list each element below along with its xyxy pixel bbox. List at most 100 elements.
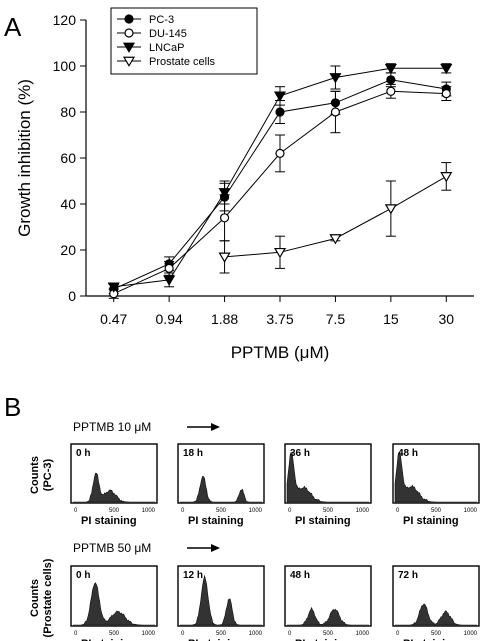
axis-tick-label: 0 — [288, 508, 292, 514]
histogram-frame — [392, 565, 480, 627]
axis-tick-label: 0 — [396, 631, 400, 637]
time-arrow-head — [211, 423, 220, 431]
axis-tick-label: 500 — [109, 508, 120, 514]
histogram-frame — [177, 443, 265, 504]
x-tick-label: 1.88 — [211, 311, 238, 327]
time-point-label: 36 h — [290, 448, 310, 459]
legend: PC-3 DU-145 LNCaP Prostate cells — [110, 7, 258, 75]
pi-staining-label: PI staining — [188, 515, 244, 527]
axis-tick-label: 1000 — [142, 631, 156, 637]
series-line — [224, 175, 447, 258]
axis-tick-label: 500 — [431, 508, 442, 514]
axis-tick-label: 500 — [323, 631, 334, 637]
growth-inhibition-chart: 0 20 40 60 80 100 120 0.47 0.94 1.88 3.75 7.5 15 30 Gr… — [15, 7, 474, 362]
data-point — [275, 107, 285, 117]
treatment-label: PPTMB 50 μM — [73, 541, 151, 555]
data-point — [386, 86, 396, 96]
legend-item: DU-145 — [117, 28, 187, 40]
pi-staining-label: PI staining — [81, 515, 137, 527]
axis-tick-label: 1000 — [356, 631, 370, 637]
legend-label: LNCaP — [149, 42, 184, 54]
legend-box — [110, 7, 258, 75]
panel-label-b: B — [4, 392, 21, 422]
data-point — [218, 188, 231, 199]
time-point-label: 18 h — [183, 448, 203, 459]
time-point-label: 0 h — [76, 570, 90, 581]
axis-tick-label: 0 — [181, 631, 185, 637]
histogram-panel: 12 h 0 500 1000 PI staining — [177, 565, 265, 641]
data-point — [219, 213, 230, 223]
data-point — [384, 63, 397, 75]
histogram-trace — [73, 582, 155, 626]
data-point — [329, 73, 342, 84]
time-point-label: 48 h — [398, 448, 418, 459]
data-point — [163, 275, 176, 286]
axis-tick-label: 500 — [216, 631, 227, 637]
time-point-label: 48 h — [290, 570, 310, 581]
axis-tick-label: 1000 — [464, 631, 478, 637]
pi-staining-label: PI staining — [403, 515, 459, 527]
time-point-label: 12 h — [183, 570, 203, 581]
data-point — [275, 148, 285, 158]
x-tick-label: 7.5 — [326, 311, 346, 327]
pi-staining-label: PI staining — [295, 638, 351, 641]
axis-tick-label: 500 — [216, 508, 227, 514]
axis-tick-label: 1000 — [249, 508, 263, 514]
data-point — [384, 204, 397, 215]
axis-tick-label: 0 — [181, 508, 185, 514]
axis-tick-label: 1000 — [142, 508, 156, 514]
data-point — [440, 63, 453, 75]
series-prostate-cells — [218, 162, 453, 274]
axis-tick-label: 500 — [323, 508, 334, 514]
data-point — [441, 88, 451, 99]
histogram-panel: 48 h 0 500 1000 PI staining — [284, 565, 372, 641]
axis-tick-label: 0 — [288, 631, 292, 637]
histogram-panel: 0 h 0 500 1000 PI staining — [70, 443, 158, 527]
pi-staining-label: PI staining — [403, 638, 459, 641]
cell-line-label: (Prostate cells) — [42, 558, 54, 637]
histogram-panel: 36 h 0 500 1000 PI staining — [284, 443, 372, 527]
y-tick-label: 40 — [60, 196, 76, 212]
y-tick-label: 100 — [53, 58, 77, 74]
data-point — [386, 75, 396, 85]
histogram-trace — [180, 574, 262, 626]
data-point — [124, 28, 134, 38]
legend-label: DU-145 — [149, 28, 187, 40]
axis-tick-label: 1000 — [464, 508, 478, 514]
histogram-trace — [395, 603, 477, 626]
data-point — [164, 263, 174, 273]
histogram-panel: 0 h 0 500 1000 PI staining — [70, 565, 158, 641]
axis-tick-label: 0 — [74, 508, 78, 514]
time-point-label: 0 h — [76, 448, 90, 459]
data-point — [330, 107, 341, 117]
treatment-label: PPTMB 10 μM — [73, 420, 151, 434]
histogram-panel: 72 h 0 500 1000 PI staining — [392, 565, 480, 641]
histogram-frame — [177, 565, 265, 627]
counts-label: Counts — [29, 456, 41, 494]
data-point — [122, 56, 136, 67]
axis-tick-label: 1000 — [249, 631, 263, 637]
time-point-label: 72 h — [398, 570, 418, 581]
histogram-panel: 48 h 0 500 1000 PI staining — [392, 443, 480, 527]
pi-staining-label: PI staining — [81, 638, 137, 641]
y-tick-label: 0 — [68, 288, 76, 304]
y-tick-label: 20 — [60, 242, 76, 258]
histogram-trace — [394, 451, 477, 503]
data-point — [440, 172, 453, 183]
legend-item: PC-3 — [117, 14, 174, 26]
x-tick-label: 0.94 — [156, 311, 183, 327]
x-tick-label: 30 — [438, 311, 454, 327]
legend-label: PC-3 — [149, 14, 174, 26]
histogram-row-row1: PPTMB 10 μM Counts (PC-3) 0 h 0 500 1000 PI sta… — [29, 420, 480, 527]
axis-tick-label: 0 — [74, 631, 78, 637]
data-point — [273, 247, 287, 259]
legend-label: Prostate cells — [149, 56, 216, 68]
pi-staining-label: PI staining — [295, 515, 351, 527]
axis-tick-label: 500 — [109, 631, 120, 637]
pi-staining-label: PI staining — [188, 638, 244, 641]
histogram-trace — [180, 475, 262, 503]
axis-tick-label: 500 — [431, 631, 442, 637]
data-point — [122, 42, 136, 53]
y-axis-label: Growth inhibition (%) — [15, 79, 34, 237]
